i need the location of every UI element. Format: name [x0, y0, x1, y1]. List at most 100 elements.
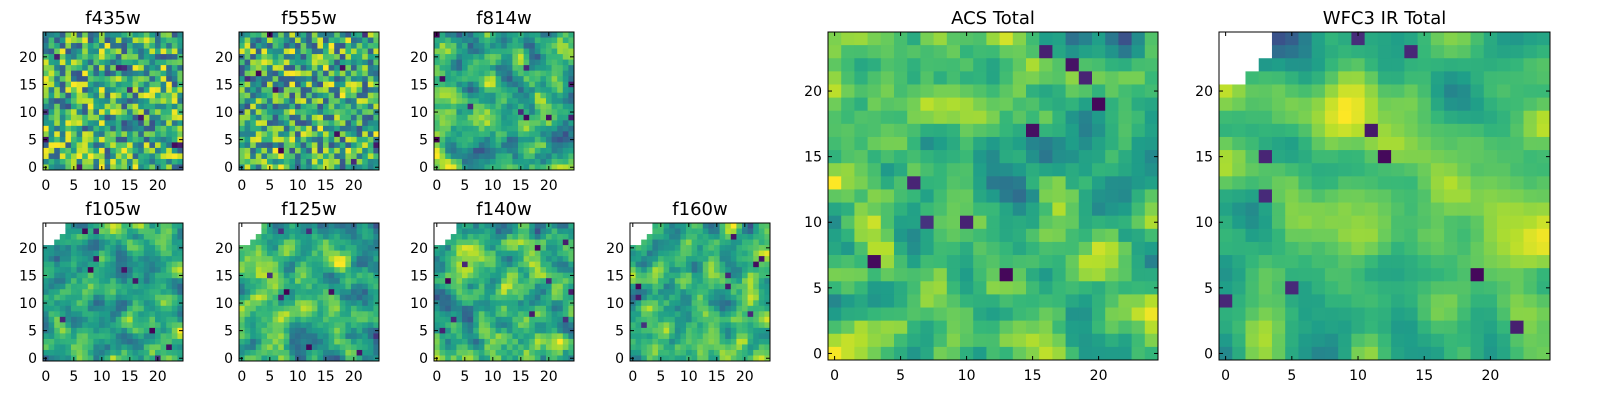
heatmap-cell	[736, 316, 743, 323]
heatmap-cell	[289, 228, 296, 235]
heatmap-cell	[551, 54, 558, 60]
heatmap-cell	[345, 59, 352, 66]
heatmap-cell	[557, 164, 564, 171]
heatmap-cell	[1092, 202, 1106, 217]
heatmap-cell	[160, 261, 167, 268]
heatmap-cell	[562, 158, 569, 165]
heatmap-cell	[439, 250, 446, 257]
heatmap-cell	[562, 234, 569, 240]
heatmap-cell	[490, 131, 496, 138]
heatmap-cell	[99, 256, 105, 263]
heatmap-cell	[160, 327, 167, 334]
heatmap-cell	[506, 142, 513, 149]
panel-title: f125w	[281, 199, 336, 220]
heatmap-cell	[708, 234, 715, 240]
heatmap-cell	[328, 136, 335, 143]
heatmap-cell	[490, 311, 496, 318]
heatmap-cell	[495, 114, 502, 121]
heatmap-cell	[1131, 84, 1146, 98]
heatmap-cell	[450, 300, 457, 307]
heatmap-cell	[339, 272, 346, 279]
heatmap-cell	[272, 278, 279, 285]
heatmap-cell	[1052, 163, 1066, 177]
heatmap-cell	[149, 32, 156, 38]
heatmap-cell	[557, 294, 564, 301]
heatmap-cell	[986, 45, 1000, 59]
heatmap-cell	[300, 70, 307, 77]
heatmap-cell	[758, 267, 765, 274]
heatmap-cell	[272, 261, 279, 268]
heatmap-cell	[300, 355, 307, 362]
heatmap-cell	[373, 316, 380, 323]
heatmap-cell	[59, 98, 66, 105]
heatmap-cell	[518, 65, 524, 72]
heatmap-cell	[339, 76, 346, 83]
heatmap-cell	[1092, 71, 1106, 85]
heatmap-cell	[295, 245, 301, 251]
heatmap-cell	[551, 32, 558, 38]
heatmap-cell	[76, 48, 83, 55]
heatmap-cell	[87, 109, 94, 116]
heatmap-cell	[138, 294, 145, 301]
heatmap-cell	[138, 322, 145, 329]
heatmap-cell	[1144, 110, 1159, 125]
heatmap-cell	[1092, 110, 1106, 125]
heatmap-cell	[239, 349, 245, 356]
heatmap-cell	[283, 37, 290, 44]
heatmap-cell	[674, 267, 681, 274]
heatmap-cell	[367, 311, 374, 318]
heatmap-cell	[652, 267, 659, 274]
heatmap-cell	[568, 333, 575, 340]
heatmap-cell	[730, 283, 737, 290]
heatmap-cell	[641, 250, 648, 257]
heatmap-cell	[138, 125, 145, 132]
heatmap-cell	[289, 37, 296, 44]
heatmap-cell	[725, 223, 732, 229]
heatmap-cell	[166, 147, 173, 154]
heatmap-cell	[467, 228, 474, 235]
x-tick-label: 5	[460, 178, 469, 194]
heatmap-cell	[450, 294, 457, 301]
heatmap-cell	[323, 48, 329, 55]
heatmap-cell	[356, 103, 363, 110]
heatmap-cell	[110, 120, 117, 127]
heatmap-cell	[289, 136, 296, 143]
heatmap-cell	[278, 103, 285, 110]
heatmap-cell	[121, 43, 128, 49]
heatmap-cell	[828, 215, 842, 230]
heatmap-cell	[680, 338, 687, 345]
heatmap-cell	[551, 272, 558, 279]
heatmap-cell	[71, 300, 77, 307]
heatmap-cell	[467, 153, 474, 160]
heatmap-cell	[121, 120, 128, 127]
heatmap-cell	[362, 76, 369, 83]
heatmap-cell	[267, 344, 273, 351]
heatmap-cell	[467, 136, 474, 143]
heatmap-cell	[506, 37, 513, 44]
heatmap-cell	[702, 322, 709, 329]
heatmap-cell	[177, 87, 184, 94]
heatmap-cell	[351, 158, 357, 165]
heatmap-cell	[534, 120, 541, 127]
heatmap-cell	[323, 54, 329, 60]
heatmap-cell	[523, 92, 530, 99]
heatmap-cell	[367, 81, 374, 88]
heatmap-cell	[986, 202, 1000, 217]
heatmap-cell	[138, 147, 145, 154]
heatmap-cell	[523, 349, 530, 356]
heatmap-cell	[289, 349, 296, 356]
heatmap-cell	[334, 267, 341, 274]
heatmap-cell	[551, 256, 558, 263]
heatmap-cell	[841, 176, 855, 190]
heatmap-cell	[450, 32, 457, 38]
heatmap-cell	[439, 261, 446, 268]
heatmap-cell	[562, 98, 569, 105]
heatmap-cell	[244, 250, 251, 257]
heatmap-cell	[445, 316, 452, 323]
heatmap-cell	[71, 87, 77, 94]
heatmap-cell	[1105, 45, 1119, 59]
heatmap-cell	[529, 76, 536, 83]
heatmap-cell	[450, 59, 457, 66]
heatmap-cell	[328, 147, 335, 154]
heatmap-cell	[854, 136, 868, 151]
